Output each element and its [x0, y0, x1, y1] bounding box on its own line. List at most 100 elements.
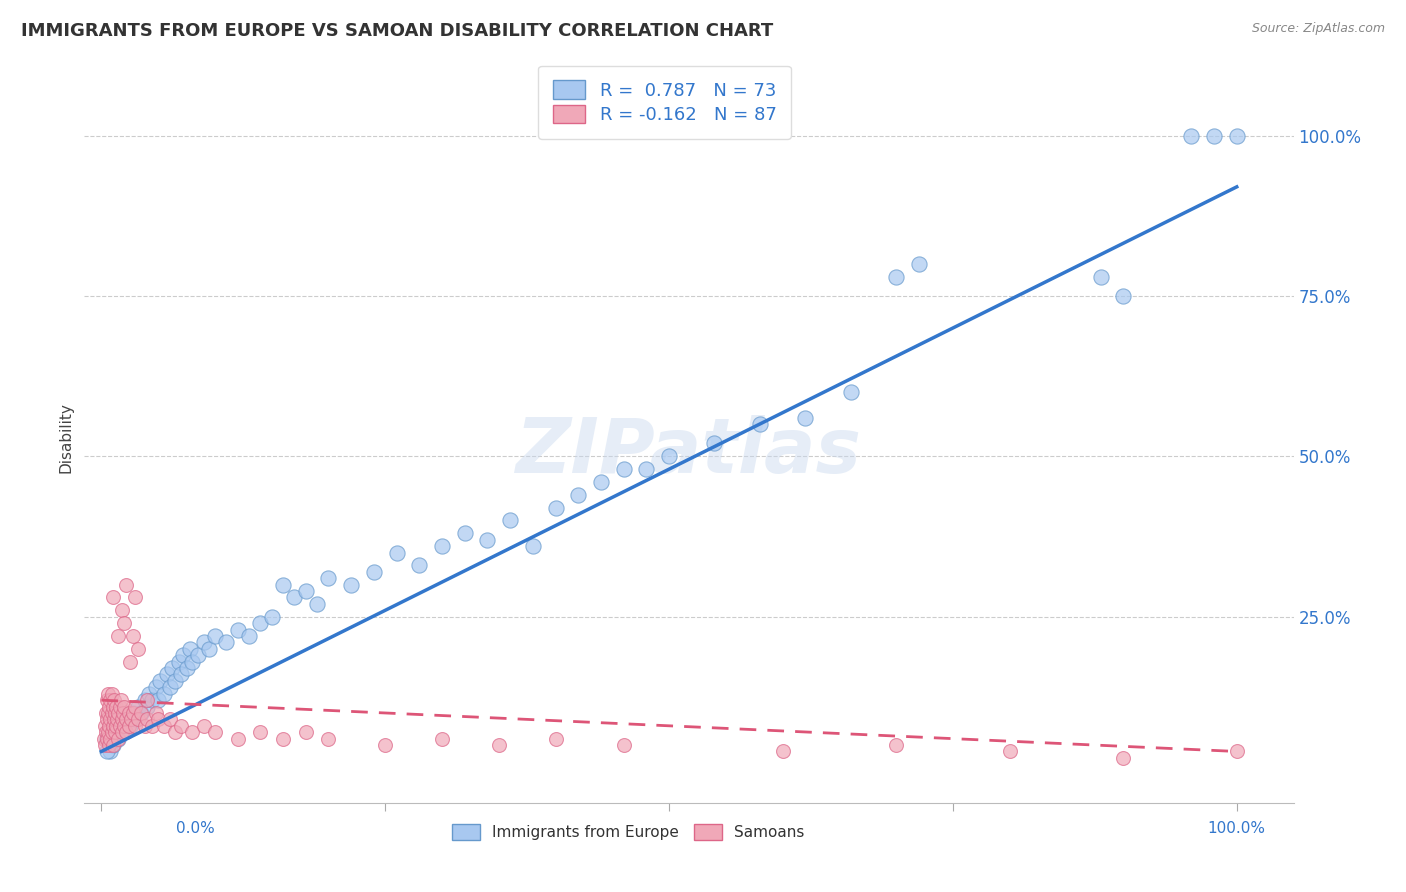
Point: [97, 706, 120, 720]
Point: [97, 687, 120, 701]
Point: [127, 641, 149, 656]
Point: [111, 725, 134, 739]
Point: [120, 712, 142, 726]
Point: [430, 731, 453, 746]
Point: [318, 731, 340, 746]
Point: [1226, 744, 1249, 758]
Point: [101, 738, 124, 752]
Point: [839, 385, 862, 400]
Text: ZIPatlas: ZIPatlas: [516, 415, 862, 489]
Point: [111, 603, 134, 617]
Point: [112, 725, 135, 739]
Point: [103, 693, 125, 707]
Point: [111, 719, 134, 733]
Point: [107, 706, 129, 720]
Point: [135, 699, 157, 714]
Point: [1202, 128, 1225, 143]
Point: [589, 475, 612, 489]
Point: [187, 648, 209, 663]
Point: [260, 609, 283, 624]
Point: [112, 719, 135, 733]
Point: [115, 712, 138, 726]
Point: [181, 725, 204, 739]
Y-axis label: Disability: Disability: [58, 401, 73, 473]
Point: [112, 616, 135, 631]
Point: [772, 744, 794, 758]
Point: [107, 731, 129, 746]
Point: [146, 712, 169, 726]
Point: [454, 526, 477, 541]
Point: [167, 655, 190, 669]
Point: [103, 712, 125, 726]
Point: [1226, 128, 1249, 143]
Point: [97, 725, 120, 739]
Point: [124, 719, 146, 733]
Point: [105, 712, 128, 726]
Point: [318, 571, 340, 585]
Point: [238, 629, 260, 643]
Point: [294, 584, 316, 599]
Point: [153, 719, 176, 733]
Point: [93, 731, 115, 746]
Point: [124, 699, 146, 714]
Point: [100, 744, 122, 758]
Point: [117, 719, 139, 733]
Point: [129, 706, 152, 720]
Point: [748, 417, 770, 432]
Point: [172, 648, 194, 663]
Point: [98, 719, 121, 733]
Point: [118, 719, 141, 733]
Text: Source: ZipAtlas.com: Source: ZipAtlas.com: [1251, 22, 1385, 36]
Point: [884, 269, 907, 284]
Point: [165, 725, 187, 739]
Point: [198, 641, 221, 656]
Point: [96, 744, 118, 758]
Point: [249, 616, 271, 631]
Point: [115, 712, 138, 726]
Point: [488, 738, 510, 752]
Point: [156, 667, 179, 681]
Point: [108, 719, 131, 733]
Point: [127, 699, 149, 714]
Point: [100, 725, 122, 739]
Point: [544, 500, 567, 515]
Point: [96, 731, 118, 746]
Point: [101, 719, 124, 733]
Point: [145, 681, 167, 695]
Point: [153, 687, 176, 701]
Point: [100, 706, 122, 720]
Point: [249, 725, 271, 739]
Point: [138, 687, 160, 701]
Point: [226, 623, 249, 637]
Point: [122, 706, 145, 720]
Point: [100, 693, 122, 707]
Point: [94, 738, 117, 752]
Point: [101, 699, 124, 714]
Point: [283, 591, 305, 605]
Point: [170, 719, 193, 733]
Point: [193, 635, 215, 649]
Point: [96, 693, 118, 707]
Point: [104, 706, 127, 720]
Point: [111, 712, 134, 726]
Point: [134, 719, 156, 733]
Point: [122, 706, 145, 720]
Point: [104, 725, 127, 739]
Point: [363, 565, 385, 579]
Point: [105, 699, 128, 714]
Point: [499, 514, 522, 528]
Point: [122, 629, 145, 643]
Point: [703, 436, 725, 450]
Point: [340, 577, 363, 591]
Point: [105, 719, 128, 733]
Point: [101, 591, 124, 605]
Point: [271, 731, 294, 746]
Point: [226, 731, 249, 746]
Point: [111, 706, 134, 720]
Point: [215, 635, 238, 649]
Point: [117, 706, 139, 720]
Point: [101, 738, 124, 752]
Point: [94, 706, 117, 720]
Point: [294, 725, 316, 739]
Point: [204, 725, 226, 739]
